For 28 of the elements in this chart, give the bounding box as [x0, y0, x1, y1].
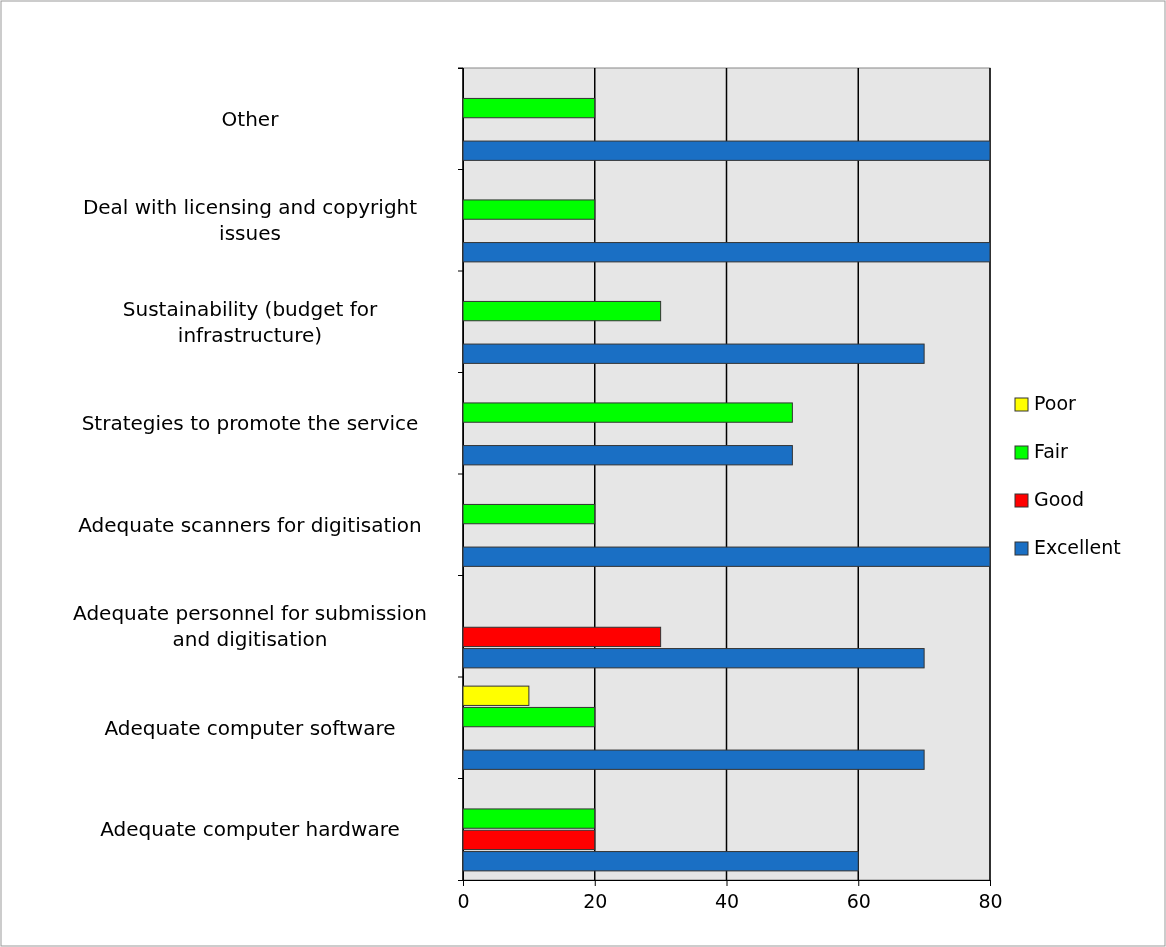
y-tick-label: Adequate computer software [104, 715, 396, 740]
legend-label: Excellent [1034, 536, 1121, 558]
x-tick-label: 60 [846, 890, 871, 912]
y-tick-label: Sustainability (budget for infrastructure) [122, 296, 378, 347]
y-tick-label: Other [221, 106, 280, 131]
bar [462, 140, 991, 161]
bar [462, 300, 662, 322]
x-tick-label: 80 [978, 890, 1003, 912]
legend-label: Poor [1034, 392, 1077, 414]
y-tick-label: Adequate computer hardware [100, 817, 400, 842]
legend-label: Fair [1034, 440, 1069, 462]
bar [462, 199, 596, 220]
bar [462, 503, 596, 525]
bar [462, 343, 925, 364]
bar [462, 546, 991, 567]
bar [462, 402, 793, 423]
y-tick-label: Strategies to promote the service [81, 411, 419, 436]
x-tick-label: 40 [714, 890, 740, 912]
bar [462, 242, 991, 263]
x-tick-label: 0 [457, 890, 470, 912]
y-tick-label: Deal with licensing and copyright issues [82, 195, 418, 246]
bar [462, 445, 793, 466]
y-tick-label: Adequate scanners for digitisation [78, 512, 422, 537]
bar [462, 749, 925, 770]
y-tick-label: Adequate personnel for submission and digitisation [73, 601, 427, 652]
x-tick-label: 20 [583, 890, 608, 912]
bar [462, 97, 596, 119]
legend-label: Good [1034, 488, 1085, 510]
